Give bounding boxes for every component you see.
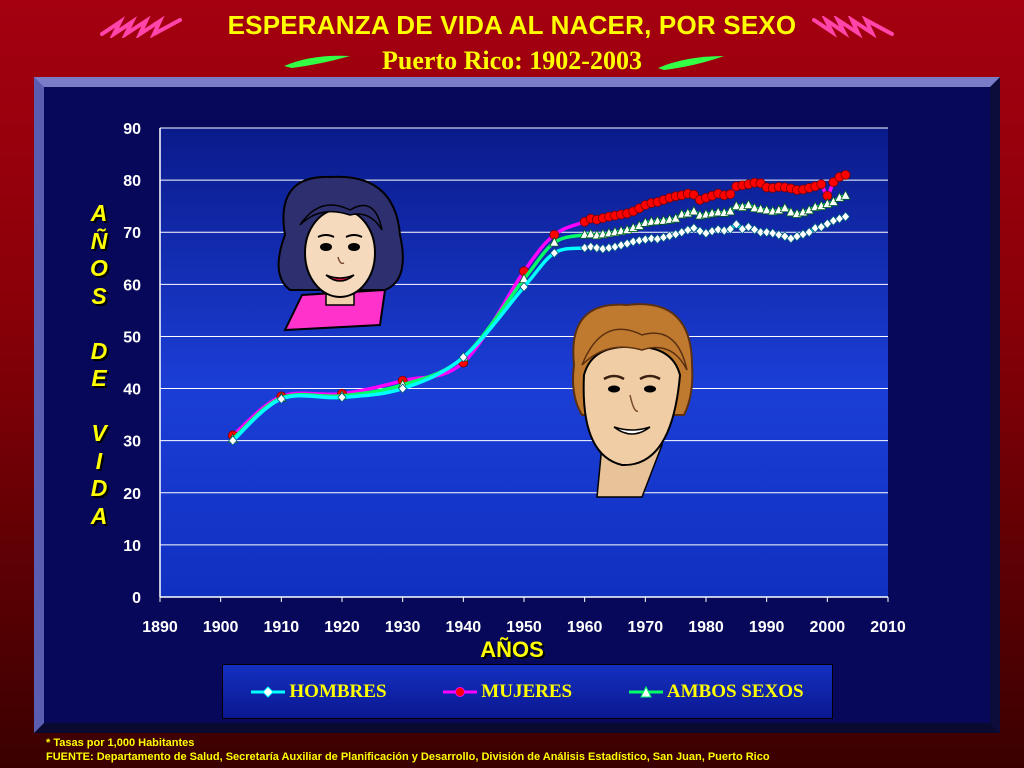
data-point-mujeres <box>816 179 827 190</box>
x-tick-label: 1970 <box>628 619 664 636</box>
data-point-hombres <box>398 383 408 394</box>
data-point-ambos-sexos <box>585 228 596 239</box>
y-axis-label-char: A <box>90 200 108 226</box>
y-axis-label-char <box>84 393 114 421</box>
data-point-mujeres <box>840 169 851 180</box>
data-point-ambos-sexos <box>785 206 797 217</box>
y-tick-label: 0 <box>132 590 141 607</box>
data-point-mujeres <box>725 189 736 200</box>
y-axis-label-char: D <box>90 475 108 501</box>
x-tick-label: 1910 <box>264 619 300 636</box>
legend-entry-hombres: HOMBRES <box>251 680 387 703</box>
data-point-hombres <box>816 221 826 233</box>
data-point-ambos-sexos <box>761 204 772 215</box>
data-point-ambos-sexos <box>840 189 851 200</box>
data-point-hombres <box>725 223 735 235</box>
data-point-hombres <box>774 229 784 240</box>
data-point-hombres <box>743 221 754 233</box>
data-point-ambos-sexos <box>725 205 736 216</box>
data-point-hombres <box>519 281 529 293</box>
x-tick-label: 1950 <box>506 619 542 636</box>
x-tick-label: 1930 <box>385 619 421 636</box>
data-point-hombres <box>549 247 559 259</box>
x-tick-label: 1920 <box>324 619 360 636</box>
x-tick-label: 1960 <box>567 619 603 636</box>
x-tick-label: 1890 <box>142 619 178 636</box>
y-tick-label: 40 <box>123 382 141 399</box>
x-tick-label: 1900 <box>203 619 239 636</box>
y-axis-label-char <box>84 310 114 338</box>
data-point-ambos-sexos <box>549 236 560 247</box>
plot-area <box>160 128 888 597</box>
left-brush-decoration-icon <box>100 16 182 38</box>
y-axis-label-char: E <box>91 365 107 391</box>
x-tick-label: 2000 <box>810 619 846 636</box>
legend-swatch-hombres <box>251 685 286 698</box>
data-point-hombres <box>762 227 772 238</box>
right-brush-decoration-icon <box>812 16 894 38</box>
legend-label-ambos: AMBOS SEXOS <box>666 680 804 702</box>
data-point-hombres <box>768 228 778 239</box>
y-tick-label: 30 <box>123 434 141 451</box>
y-tick-label: 90 <box>123 121 141 138</box>
y-tick-label: 60 <box>123 277 141 294</box>
data-point-ambos-sexos <box>755 203 766 214</box>
y-tick-label: 20 <box>123 486 141 503</box>
data-point-hombres <box>458 352 468 363</box>
data-point-ambos-sexos <box>743 199 754 210</box>
data-point-hombres <box>731 219 741 230</box>
y-tick-label: 70 <box>123 225 141 242</box>
y-axis-label-char: S <box>91 282 107 309</box>
legend-label-mujeres: MUJERES <box>481 680 573 702</box>
data-point-hombres <box>822 218 832 229</box>
footnote: * Tasas por 1,000 Habitantes <box>46 737 195 749</box>
source-note: FUENTE: Departamento de Salud, Secretarí… <box>46 751 770 763</box>
x-tick-label: 2010 <box>870 619 906 636</box>
x-axis-label: AÑOS <box>480 637 544 662</box>
data-point-hombres <box>689 222 699 234</box>
data-point-hombres <box>646 233 656 244</box>
legend-label-hombres: HOMBRES <box>289 680 387 702</box>
legend-swatch-ambos <box>628 685 663 697</box>
legend-entry-mujeres: MUJERES <box>443 681 572 703</box>
legend-swatch-mujeres <box>443 686 478 697</box>
legend-entry-ambos: AMBOS SEXOS <box>628 680 804 703</box>
woman-face-icon <box>277 175 404 332</box>
data-point-ambos-sexos <box>688 205 700 216</box>
chart-subtitle: Puerto Rico: 1902-2003 <box>382 46 642 75</box>
chart-legend: HOMBRES MUJERES AMBOS SEXOS <box>222 664 833 719</box>
y-tick-label: 50 <box>123 329 141 346</box>
y-axis-label-char: A <box>90 502 108 529</box>
man-face-icon <box>572 303 694 498</box>
chart-title: ESPERANZA DE VIDA AL NACER, POR SEXO <box>227 10 797 40</box>
data-point-hombres <box>337 392 347 403</box>
data-point-ambos-sexos <box>749 202 760 213</box>
x-tick-label: 1980 <box>688 619 724 636</box>
data-point-ambos-sexos <box>731 200 742 211</box>
y-axis-label-char: V <box>91 420 107 446</box>
data-point-hombres <box>756 227 766 238</box>
data-point-hombres <box>780 231 790 242</box>
y-tick-label: 80 <box>123 173 141 190</box>
data-point-hombres <box>804 227 814 238</box>
data-point-hombres <box>276 393 286 405</box>
data-point-ambos-sexos <box>779 202 791 213</box>
right-green-stroke-icon <box>658 56 724 70</box>
y-axis-label-char: O <box>90 255 108 281</box>
x-tick-label: 1940 <box>446 619 482 636</box>
data-point-hombres <box>713 224 723 235</box>
data-point-hombres <box>586 241 596 252</box>
y-tick-label: 10 <box>123 538 141 555</box>
left-green-stroke-icon <box>284 55 350 68</box>
data-point-ambos-sexos <box>712 206 724 217</box>
y-axis-label-char: Ñ <box>90 227 108 254</box>
data-point-hombres <box>228 435 238 446</box>
data-point-hombres <box>592 242 602 253</box>
y-axis-label-char: D <box>90 337 108 364</box>
x-tick-label: 1990 <box>749 619 785 636</box>
y-axis-label-char: I <box>95 447 103 474</box>
data-point-hombres <box>840 211 851 222</box>
